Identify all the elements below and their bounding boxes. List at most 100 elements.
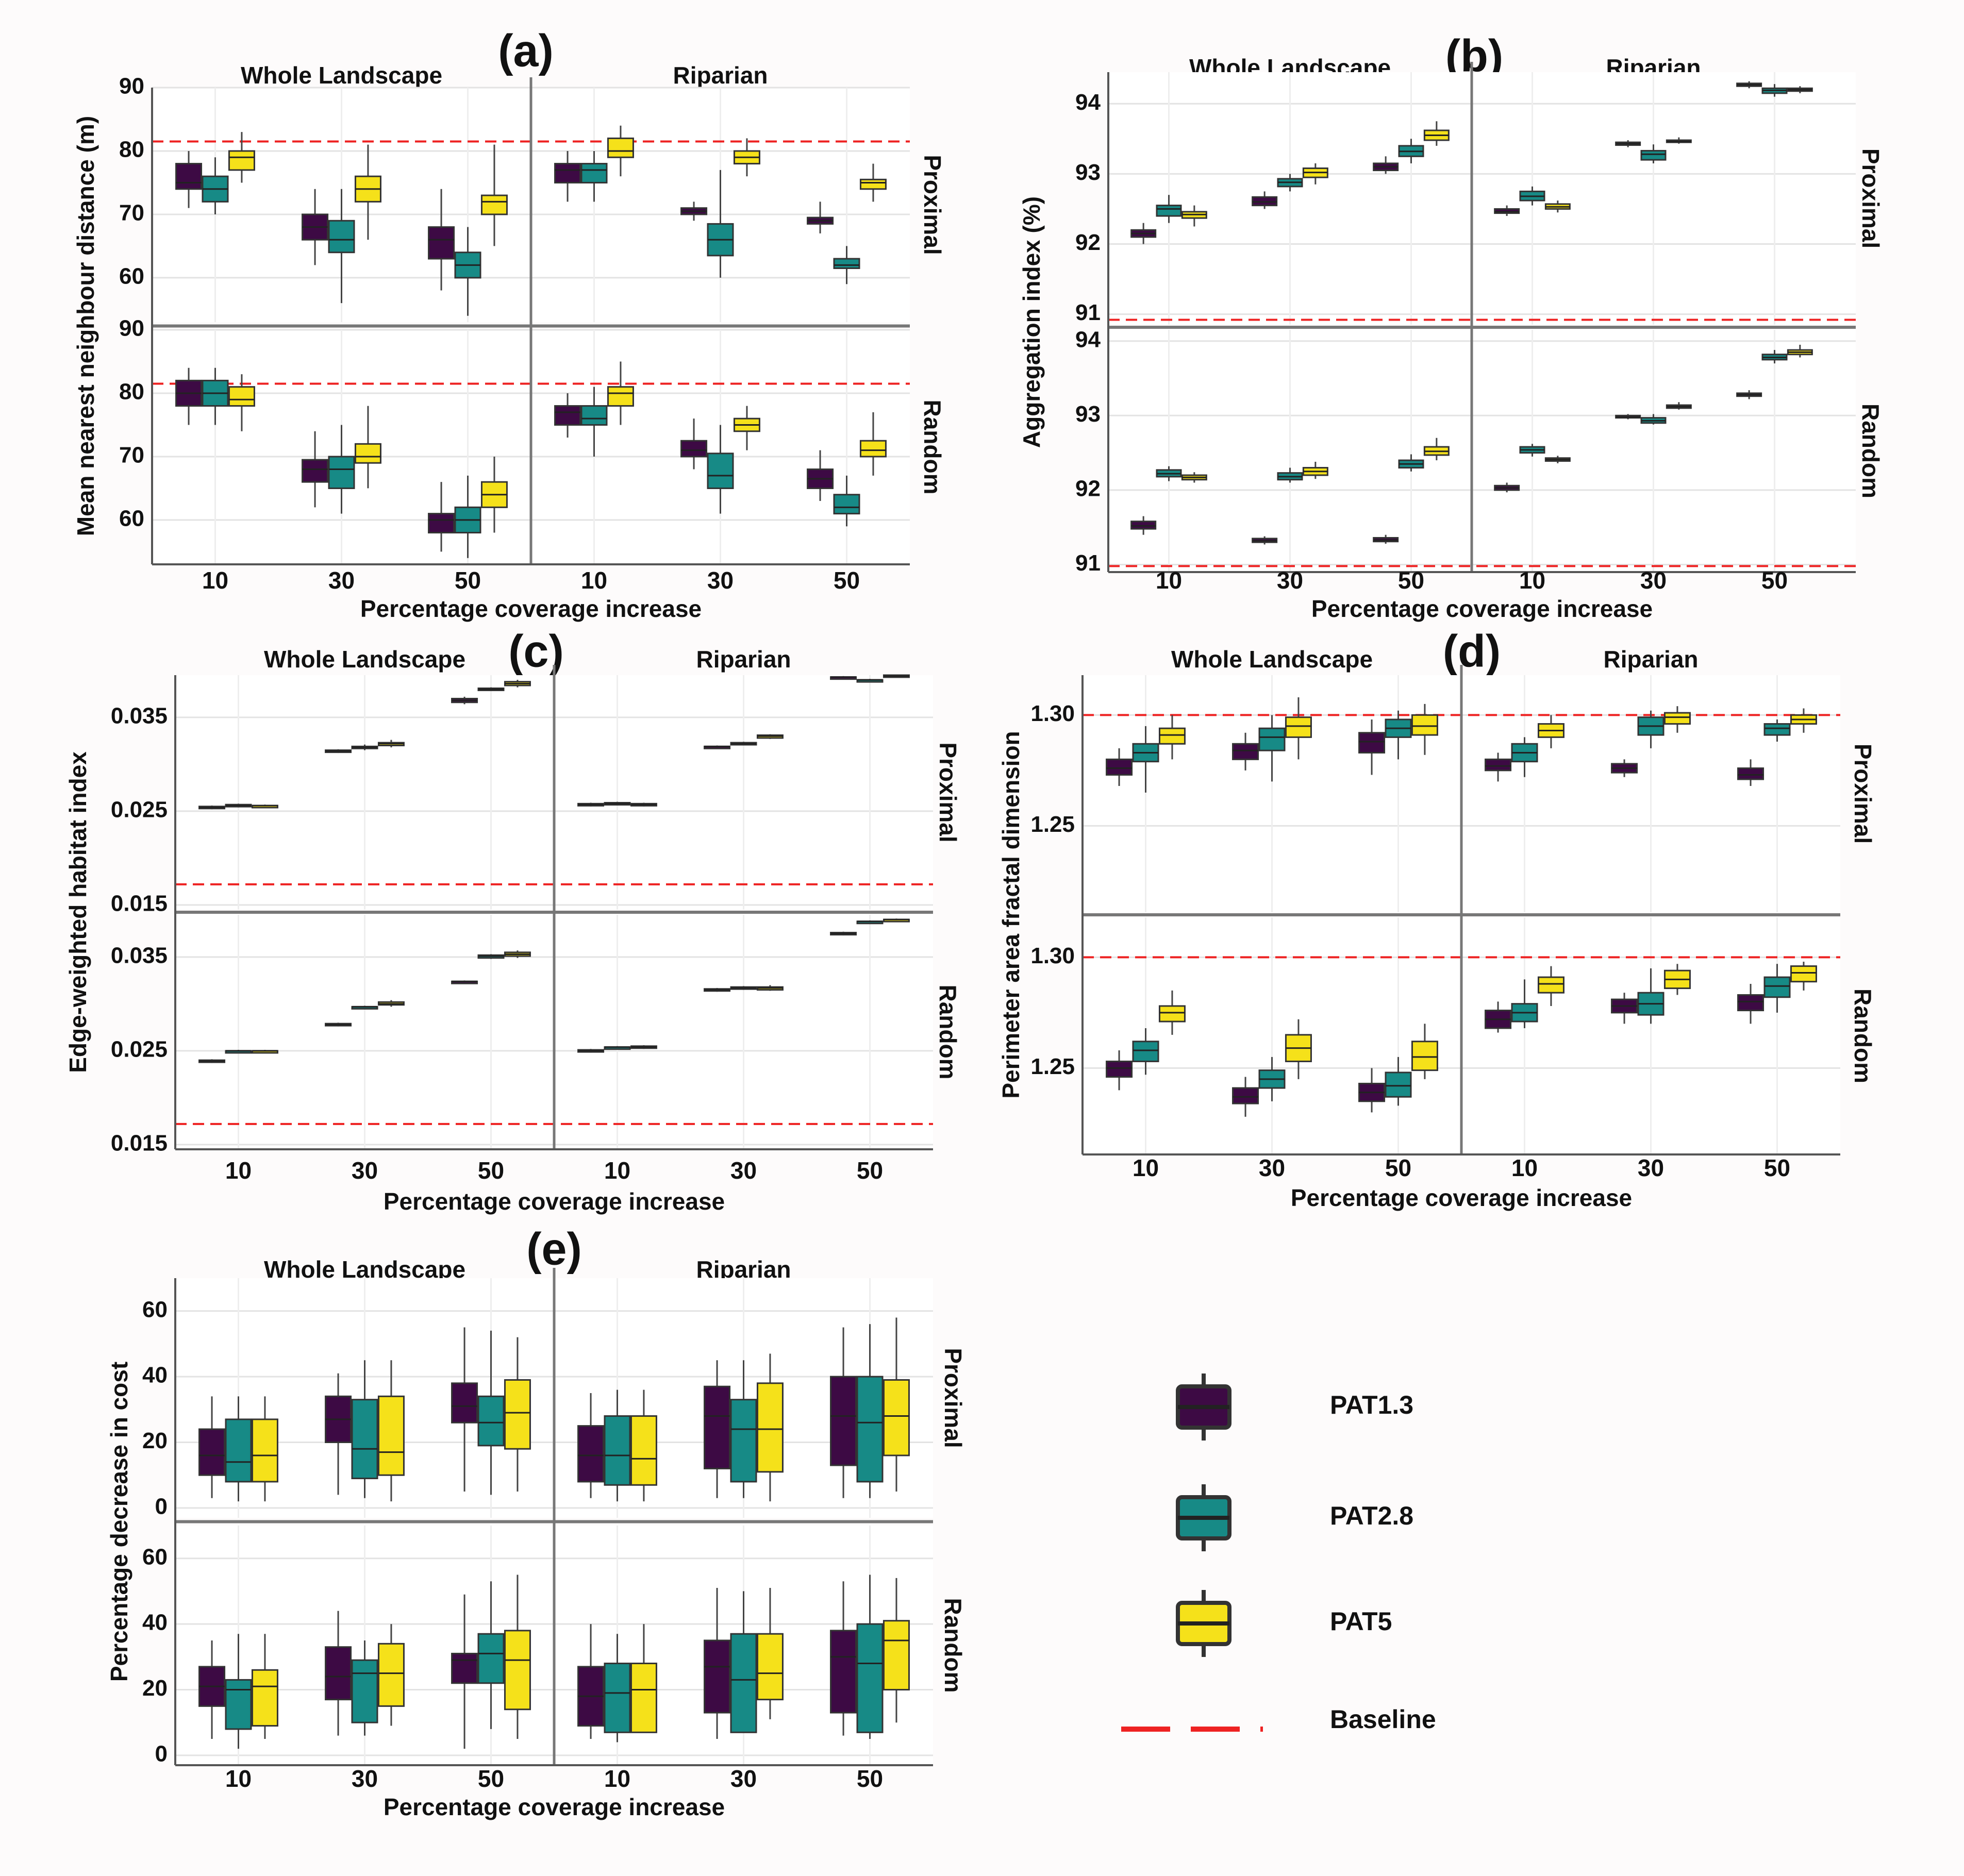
y-tick-e-1-0: 0 xyxy=(155,1741,168,1767)
box-e-1-1-1-PAT1.3 xyxy=(704,1639,731,1714)
x-tick-a-0-1: 30 xyxy=(328,567,355,594)
x-tick-a-0-0: 10 xyxy=(202,567,228,594)
y-tick-a-0-2: 80 xyxy=(119,137,144,162)
y-tick-c-0-1: 0.025 xyxy=(111,797,168,823)
box-a-1-0-0-PAT5 xyxy=(228,386,255,407)
panel-label-e: (e) xyxy=(526,1223,582,1274)
box-e-0-1-2-PAT1.3 xyxy=(830,1376,857,1466)
panel-label-a: (a) xyxy=(498,25,554,76)
y-tick-b-0-3: 94 xyxy=(1075,90,1101,115)
box-e-0-1-1-PAT5 xyxy=(756,1382,784,1473)
box-e-0-1-0-PAT1.3 xyxy=(577,1425,605,1483)
box-a-1-1-1-PAT2.8 xyxy=(707,453,734,489)
facet-row-b-0: Proximal xyxy=(1857,148,1884,248)
x-tick-b-0-0: 10 xyxy=(1156,567,1182,594)
box-d-0-0-2-PAT1.3 xyxy=(1358,732,1386,753)
y-tick-b-1-0: 91 xyxy=(1075,550,1101,576)
y-tick-b-0-0: 91 xyxy=(1075,300,1101,325)
legend-label-PAT2.8: PAT2.8 xyxy=(1330,1501,1413,1530)
x-tick-c-0-1: 30 xyxy=(352,1157,378,1184)
box-a-0-0-0-PAT5 xyxy=(228,150,255,171)
x-tick-d-1-1: 30 xyxy=(1638,1154,1664,1181)
legend: PAT1.3 PAT2.8 PAT5 Baseline xyxy=(1121,1373,1436,1734)
box-e-1-1-0-PAT5 xyxy=(630,1663,657,1733)
x-tick-e-1-2: 50 xyxy=(857,1765,883,1792)
legend-label-PAT5: PAT5 xyxy=(1330,1607,1392,1636)
x-tick-c-1-1: 30 xyxy=(730,1157,757,1184)
legend-label-baseline: Baseline xyxy=(1330,1705,1436,1734)
plot-background-b-0 xyxy=(1108,72,1856,325)
box-e-1-0-2-PAT1.3 xyxy=(451,1652,478,1684)
box-e-0-1-1-PAT1.3 xyxy=(704,1385,731,1469)
facet-column-d-1: Riparian xyxy=(1603,646,1698,673)
box-a-1-1-1-PAT1.3 xyxy=(680,440,708,458)
facet-row-e-0: Proximal xyxy=(940,1348,967,1448)
x-axis-label-c: Percentage coverage increase xyxy=(384,1188,725,1215)
box-e-1-1-1-PAT2.8 xyxy=(730,1633,757,1733)
facet-row-d-0: Proximal xyxy=(1850,744,1876,844)
facet-column-c-0: Whole Landscape xyxy=(264,646,465,673)
box-a-1-0-1-PAT2.8 xyxy=(328,456,355,489)
box-d-1-1-2-PAT1.3 xyxy=(1737,994,1765,1012)
box-e-0-1-0-PAT5 xyxy=(630,1415,657,1486)
x-tick-a-1-1: 30 xyxy=(707,567,734,594)
y-tick-c-1-0: 0.015 xyxy=(111,1131,168,1156)
box-d-0-1-1-PAT5 xyxy=(1663,712,1691,725)
box-d-1-0-1-PAT1.3 xyxy=(1232,1087,1259,1104)
box-a-1-1-2-PAT5 xyxy=(859,440,887,458)
box-b-0-0-0-PAT2.8 xyxy=(1156,205,1182,217)
x-tick-c-0-2: 50 xyxy=(478,1157,504,1184)
box-e-0-0-2-PAT1.3 xyxy=(451,1382,478,1423)
box-d-1-1-2-PAT5 xyxy=(1790,965,1817,983)
box-e-1-1-2-PAT1.3 xyxy=(830,1630,857,1714)
box-d-0-0-0-PAT1.3 xyxy=(1106,758,1133,776)
box-e-1-0-0-PAT5 xyxy=(251,1669,278,1727)
x-tick-d-0-2: 50 xyxy=(1385,1154,1411,1181)
box-d-0-0-1-PAT2.8 xyxy=(1258,727,1286,751)
x-tick-d-0-1: 30 xyxy=(1259,1154,1285,1181)
x-tick-b-0-1: 30 xyxy=(1277,567,1303,594)
x-tick-d-0-0: 10 xyxy=(1133,1154,1159,1181)
box-a-1-0-1-PAT5 xyxy=(354,443,381,464)
y-tick-d-1-0: 1.25 xyxy=(1030,1054,1075,1079)
y-tick-a-1-0: 60 xyxy=(119,506,144,531)
y-axis-label-e: Percentage decrease in cost xyxy=(106,1362,132,1682)
x-tick-c-1-2: 50 xyxy=(857,1157,883,1184)
box-b-0-1-1-PAT2.8 xyxy=(1640,149,1667,161)
y-tick-b-0-1: 92 xyxy=(1075,230,1101,255)
y-tick-e-1-1: 20 xyxy=(142,1676,168,1701)
x-axis-label-e: Percentage coverage increase xyxy=(384,1794,725,1820)
y-axis-label-b: Aggregation index (%) xyxy=(1018,196,1045,448)
facet-row-d-1: Random xyxy=(1850,989,1876,1083)
box-e-1-0-0-PAT2.8 xyxy=(225,1679,252,1730)
facet-row-c-1: Random xyxy=(935,985,961,1080)
box-a-1-0-2-PAT1.3 xyxy=(428,513,455,534)
y-tick-d-0-0: 1.25 xyxy=(1030,812,1075,837)
x-axis-label-b: Percentage coverage increase xyxy=(1311,595,1653,622)
box-e-1-0-1-PAT5 xyxy=(377,1643,405,1707)
y-tick-b-0-2: 93 xyxy=(1075,160,1101,185)
y-tick-b-1-1: 92 xyxy=(1075,476,1101,501)
y-tick-a-1-2: 80 xyxy=(119,379,144,405)
panel-c: (c) Whole Landscape Riparian Edge-weighted … xyxy=(64,625,961,1215)
box-d-0-1-0-PAT1.3 xyxy=(1485,758,1512,772)
y-tick-a-1-1: 70 xyxy=(119,443,144,468)
y-tick-e-0-3: 60 xyxy=(142,1297,168,1322)
box-a-1-1-0-PAT1.3 xyxy=(554,405,581,426)
box-a-0-0-2-PAT1.3 xyxy=(428,226,455,260)
x-tick-c-1-0: 10 xyxy=(604,1157,630,1184)
box-d-0-0-1-PAT1.3 xyxy=(1232,743,1259,760)
y-tick-d-1-1: 1.30 xyxy=(1030,943,1075,968)
facet-row-c-0: Proximal xyxy=(935,742,961,842)
box-a-0-1-0-PAT2.8 xyxy=(580,163,608,183)
box-e-0-0-1-PAT5 xyxy=(377,1395,405,1476)
box-d-1-0-0-PAT2.8 xyxy=(1132,1041,1159,1062)
x-tick-b-1-2: 50 xyxy=(1761,567,1788,594)
box-e-1-0-1-PAT1.3 xyxy=(325,1646,352,1701)
box-d-0-0-1-PAT5 xyxy=(1285,716,1312,738)
y-axis-label-c: Edge-weighted habitat index xyxy=(64,751,91,1073)
box-a-1-1-0-PAT2.8 xyxy=(580,405,608,426)
